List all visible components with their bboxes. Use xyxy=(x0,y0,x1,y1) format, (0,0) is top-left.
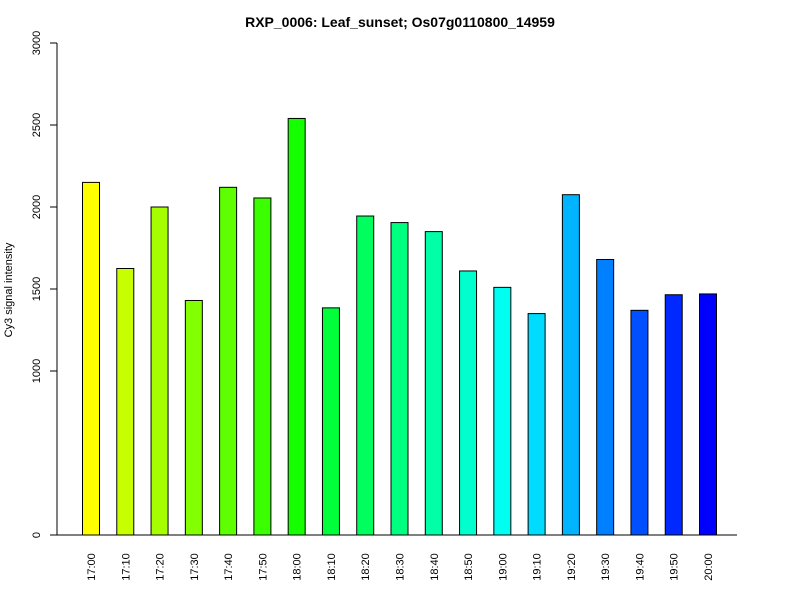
x-tick-label: 19:40 xyxy=(634,553,646,581)
x-tick-label: 20:00 xyxy=(703,553,715,581)
bar-1830 xyxy=(390,222,409,536)
x-tick-label: 19:20 xyxy=(566,553,578,581)
x-tick-labels: 17:00 17:10 17:20 17:30 17:40 17:50 18:00 18:10… xyxy=(86,553,715,581)
x-tick-label: 19:30 xyxy=(600,553,612,581)
y-axis: 0 1000 1500 2000 2500 3000 xyxy=(31,31,58,538)
bar-2000 xyxy=(699,293,717,536)
x-tick-label: 18:10 xyxy=(326,553,338,581)
bar-1930 xyxy=(596,258,615,536)
bar-1730 xyxy=(184,299,203,536)
bar-1940 xyxy=(630,309,649,536)
bar-1810 xyxy=(321,307,340,536)
x-tick-label: 17:10 xyxy=(120,553,132,581)
x-tick-label: 19:00 xyxy=(497,553,509,581)
y-tick-label: 2500 xyxy=(31,113,43,137)
x-tick-label: 19:50 xyxy=(669,553,681,581)
y-tick-label: 1000 xyxy=(31,359,43,383)
x-tick-label: 19:10 xyxy=(532,553,544,581)
bar-1920 xyxy=(561,194,580,536)
bar-1950 xyxy=(664,294,683,536)
y-tick-label: 3000 xyxy=(31,31,43,55)
x-tick-label: 18:40 xyxy=(429,553,441,581)
bar-1850 xyxy=(459,270,478,536)
y-tick-label: 1500 xyxy=(31,277,43,301)
y-axis-title: Cy3 signal intensity xyxy=(3,242,15,337)
chart-title: RXP_0006: Leaf_sunset; Os07g0110800_1495… xyxy=(245,14,555,30)
x-tick-label: 17:40 xyxy=(223,553,235,581)
bar-1800 xyxy=(287,117,306,536)
bar-1750 xyxy=(253,197,272,536)
bars xyxy=(82,117,717,536)
x-tick-label: 18:20 xyxy=(360,553,372,581)
bar-1740 xyxy=(219,186,238,536)
bar-1910 xyxy=(527,313,546,536)
y-tick-label: 0 xyxy=(31,532,43,538)
x-tick-label: 17:50 xyxy=(257,553,269,581)
bar-1820 xyxy=(356,215,375,536)
x-tick-label: 17:00 xyxy=(86,553,98,581)
bar-1710 xyxy=(116,268,135,536)
bar-1700 xyxy=(82,181,100,536)
x-tick-label: 17:20 xyxy=(155,553,167,581)
bar-1840 xyxy=(424,231,443,536)
x-tick-label: 17:30 xyxy=(189,553,201,581)
x-tick-label: 18:00 xyxy=(292,553,304,581)
y-tick-label: 2000 xyxy=(31,195,43,219)
bar-1720 xyxy=(150,206,169,536)
bar-1900 xyxy=(493,286,512,536)
x-tick-label: 18:50 xyxy=(463,553,475,581)
x-tick-label: 18:30 xyxy=(395,553,407,581)
